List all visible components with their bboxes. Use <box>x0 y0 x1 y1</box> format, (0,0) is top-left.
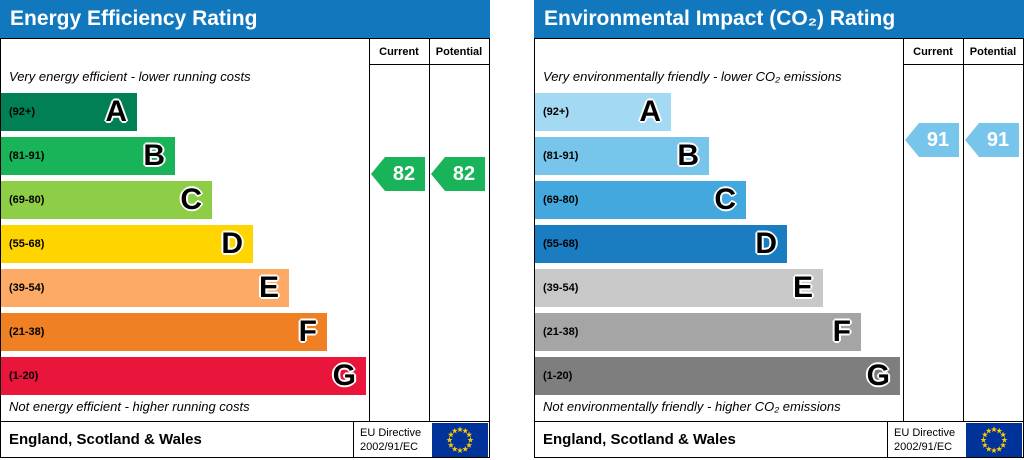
eu-directive-line1: EU Directive <box>360 427 422 439</box>
band-c-letter: C <box>714 183 736 216</box>
eu-directive-label: EU Directive 2002/91/EC <box>360 426 421 454</box>
band-a-bar: (92+) A <box>1 93 137 131</box>
band-c-bar: (69-80) C <box>535 181 746 219</box>
band-a-letter: A <box>105 95 127 128</box>
band-e-range: (39-54) <box>9 282 45 294</box>
band-g-range: (1-20) <box>543 370 573 382</box>
co2-rating-chart: Current Potential Very environmentally f… <box>534 38 1024 458</box>
energy-efficiency-panel: Energy Efficiency Rating Current Potenti… <box>0 0 490 460</box>
environmental-impact-title: Environmental Impact (CO₂) Rating <box>534 0 1024 38</box>
bottom-note: Not environmentally friendly - higher CO… <box>543 399 841 414</box>
current-column-divider <box>903 39 904 421</box>
band-e-bar: (39-54) E <box>1 269 289 307</box>
band-b-letter: B <box>677 139 699 172</box>
region-label: England, Scotland & Wales <box>543 431 736 448</box>
potential-column-divider <box>429 39 430 421</box>
potential-rating-arrow: 91 <box>965 123 1019 157</box>
chart-footer: England, Scotland & Wales EU Directive 2… <box>1 421 489 458</box>
band-a-range: (92+) <box>543 106 569 118</box>
region-label: England, Scotland & Wales <box>9 431 202 448</box>
band-g-bar: (1-20) G <box>535 357 900 395</box>
band-g-letter: G <box>332 359 356 392</box>
top-note: Very energy efficient - lower running co… <box>9 69 251 84</box>
band-e-bar: (39-54) E <box>535 269 823 307</box>
band-b-range: (81-91) <box>543 150 579 162</box>
potential-column-header: Potential <box>963 39 1023 65</box>
eu-directive-line1: EU Directive <box>894 427 956 439</box>
band-g-letter: G <box>866 359 890 392</box>
band-d-range: (55-68) <box>9 238 45 250</box>
band-c-range: (69-80) <box>543 194 579 206</box>
top-note: Very environmentally friendly - lower CO… <box>543 69 842 84</box>
eu-directive-line2: 2002/91/EC <box>894 441 953 453</box>
band-g-range: (1-20) <box>9 370 39 382</box>
eu-flag-icon <box>966 423 1022 457</box>
current-column-header: Current <box>903 39 963 65</box>
footer-divider <box>887 422 888 458</box>
eu-directive-line2: 2002/91/EC <box>360 441 419 453</box>
current-rating-arrow: 91 <box>905 123 959 157</box>
potential-column-divider <box>963 39 964 421</box>
current-rating-value: 82 <box>392 162 416 185</box>
band-a-range: (92+) <box>9 106 35 118</box>
band-b-bar: (81-91) B <box>535 137 709 175</box>
environmental-impact-panel: Environmental Impact (CO₂) Rating Curren… <box>534 0 1024 460</box>
band-d-letter: D <box>755 227 777 260</box>
band-b-letter: B <box>143 139 165 172</box>
current-column-divider <box>369 39 370 421</box>
energy-rating-chart: Current Potential Very energy efficient … <box>0 38 490 458</box>
band-f-bar: (21-38) F <box>535 313 861 351</box>
band-e-letter: E <box>258 271 279 304</box>
band-f-range: (21-38) <box>9 326 45 338</box>
band-c-range: (69-80) <box>9 194 45 206</box>
potential-rating-arrow: 82 <box>431 157 485 191</box>
band-b-range: (81-91) <box>9 150 45 162</box>
footer-divider <box>353 422 354 458</box>
current-column-header: Current <box>369 39 429 65</box>
band-f-letter: F <box>298 315 317 348</box>
eu-directive-label: EU Directive 2002/91/EC <box>894 426 955 454</box>
potential-column-header: Potential <box>429 39 489 65</box>
chart-footer: England, Scotland & Wales EU Directive 2… <box>535 421 1023 458</box>
energy-efficiency-title: Energy Efficiency Rating <box>0 0 490 38</box>
band-e-letter: E <box>792 271 813 304</box>
band-a-bar: (92+) A <box>535 93 671 131</box>
eu-flag-icon <box>432 423 488 457</box>
current-rating-arrow: 82 <box>371 157 425 191</box>
bottom-note: Not energy efficient - higher running co… <box>9 399 250 414</box>
band-a-letter: A <box>639 95 661 128</box>
band-d-bar: (55-68) D <box>535 225 787 263</box>
band-c-bar: (69-80) C <box>1 181 212 219</box>
band-g-bar: (1-20) G <box>1 357 366 395</box>
band-b-bar: (81-91) B <box>1 137 175 175</box>
current-rating-value: 91 <box>926 128 950 151</box>
band-f-letter: F <box>832 315 851 348</box>
band-f-bar: (21-38) F <box>1 313 327 351</box>
band-d-bar: (55-68) D <box>1 225 253 263</box>
band-c-letter: C <box>180 183 202 216</box>
potential-rating-value: 91 <box>986 128 1010 151</box>
band-f-range: (21-38) <box>543 326 579 338</box>
band-d-range: (55-68) <box>543 238 579 250</box>
band-d-letter: D <box>221 227 243 260</box>
band-e-range: (39-54) <box>543 282 579 294</box>
potential-rating-value: 82 <box>452 162 476 185</box>
